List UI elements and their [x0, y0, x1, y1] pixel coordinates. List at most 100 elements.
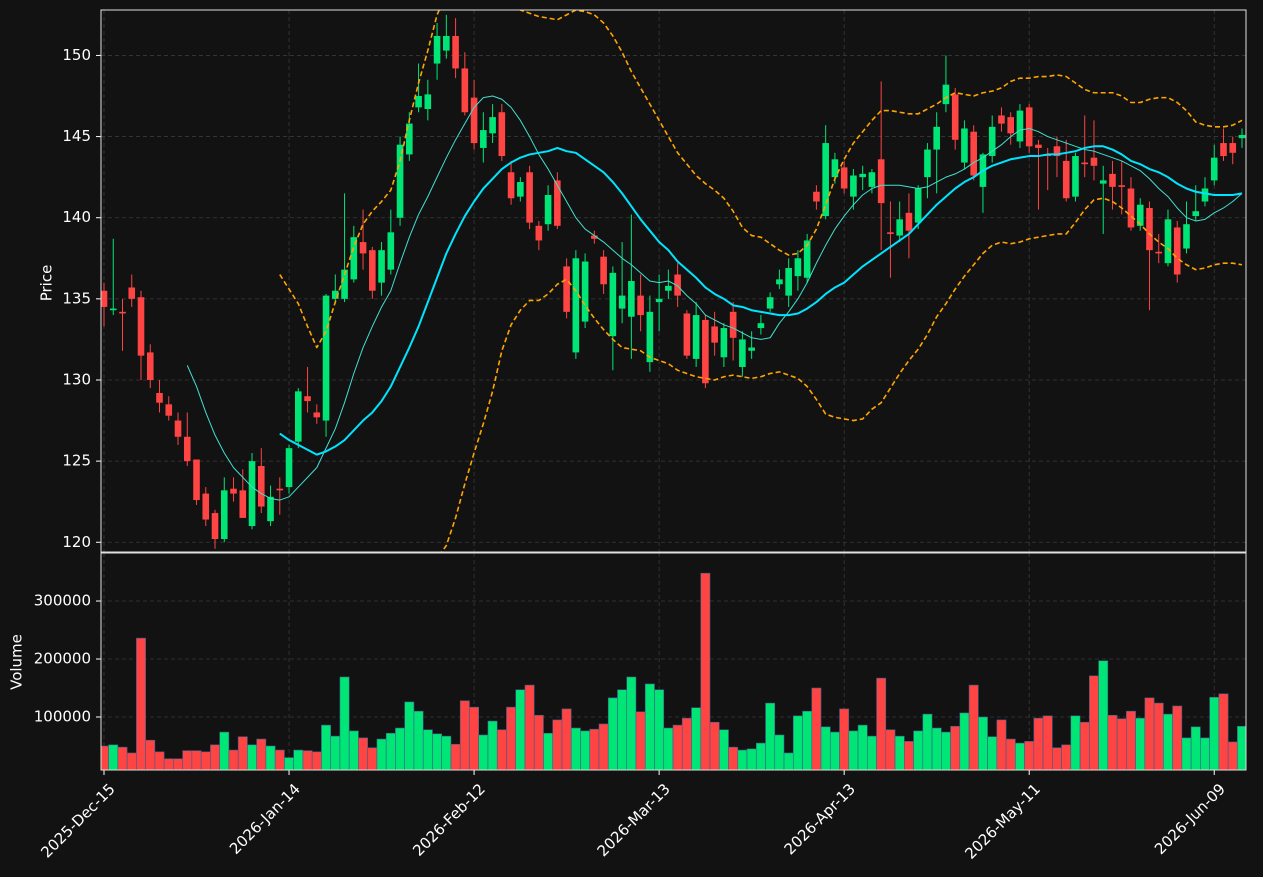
candle-body: [276, 488, 284, 491]
candle-body: [998, 115, 1005, 124]
candle-body: [304, 396, 311, 402]
candle-body: [332, 290, 339, 299]
volume-bar: [422, 729, 433, 770]
candle-body: [618, 295, 626, 309]
candle-body: [174, 420, 182, 437]
candle-body: [877, 159, 885, 204]
candle-body: [924, 149, 931, 178]
candle-body: [230, 488, 237, 494]
volume-bar: [635, 711, 646, 770]
volume-bar: [996, 719, 1007, 770]
volume-bar: [478, 734, 489, 770]
volume-bar: [1079, 721, 1090, 770]
candle-body: [294, 391, 302, 442]
volume-bar: [163, 758, 174, 770]
indicator-line: [279, 145, 1243, 456]
candle-body: [285, 448, 293, 488]
volume-bar: [1237, 725, 1246, 770]
candle-body: [313, 412, 321, 418]
candle-body: [896, 219, 903, 236]
candle-body: [443, 35, 450, 51]
volume-bar: [311, 751, 322, 770]
candle-body: [702, 319, 709, 384]
candle-body: [1025, 107, 1033, 147]
candle-body: [498, 112, 506, 157]
candle-body: [961, 128, 968, 163]
candle-body: [1183, 224, 1190, 249]
candle-body: [461, 68, 469, 113]
volume-bar: [765, 702, 776, 770]
candle-body: [1127, 188, 1135, 228]
candle-body: [211, 513, 219, 540]
volume-bar: [1172, 705, 1183, 770]
candle-body: [1220, 143, 1227, 157]
candle-body: [452, 35, 459, 69]
volume-bar: [256, 738, 267, 770]
volume-bar: [1181, 737, 1192, 770]
candle-body: [267, 496, 274, 522]
y-tick-label: 125: [62, 452, 91, 470]
volume-bar: [1042, 715, 1053, 770]
candle-body: [535, 225, 543, 241]
candle-body: [840, 167, 848, 189]
volume-bar: [672, 724, 683, 770]
candle-body: [1164, 219, 1172, 264]
volume-bar: [469, 706, 480, 770]
volume-bar: [811, 687, 822, 770]
y-tick-label: 200000: [34, 650, 91, 668]
volume-bar: [913, 730, 924, 770]
volume-bar: [866, 735, 877, 770]
volume-bar: [1200, 737, 1210, 770]
volume-bar: [1089, 675, 1099, 770]
indicator-line: [440, 197, 1243, 552]
volume-bar: [709, 721, 720, 770]
candle-body: [517, 182, 524, 197]
volume-bar: [1153, 702, 1164, 770]
candle-body: [887, 232, 894, 234]
volume-bar: [1052, 747, 1062, 770]
candle-body: [341, 269, 348, 299]
volume-bar: [358, 737, 368, 770]
volume-bar: [839, 708, 850, 770]
volume-bar: [1070, 715, 1081, 770]
candle-body: [239, 490, 247, 518]
volume-bar: [922, 713, 933, 770]
indicator-line: [186, 95, 1243, 501]
volume-bar: [210, 744, 220, 770]
volume-bar: [681, 717, 692, 770]
volume-bar: [154, 751, 165, 770]
volume-bar: [219, 731, 230, 770]
volume-bar: [1005, 738, 1016, 770]
volume-bar: [247, 744, 257, 770]
volume-bar: [561, 708, 572, 770]
candle-body: [859, 173, 866, 178]
volume-bar: [543, 732, 554, 770]
volume-bar: [644, 683, 655, 770]
candle-body: [720, 328, 728, 358]
candle-body: [1192, 211, 1200, 217]
candle-body: [729, 311, 737, 338]
candle-body: [813, 191, 820, 202]
candle-body: [572, 258, 580, 353]
volume-bar: [348, 730, 359, 770]
volume-bar: [182, 750, 193, 770]
candle-body: [128, 287, 136, 299]
volume-bar: [237, 736, 248, 770]
volume-bar: [1015, 742, 1025, 770]
volume-bar: [755, 742, 766, 770]
volume-bar: [783, 752, 794, 770]
candle-body: [1201, 188, 1209, 202]
candle-body: [1146, 207, 1153, 251]
candle-body: [1118, 185, 1126, 187]
candle-body: [1109, 173, 1116, 187]
y-tick-label: 120: [62, 533, 91, 551]
volume-bar: [552, 719, 563, 770]
volume-bar: [376, 738, 387, 770]
candle-body: [665, 285, 672, 291]
y-axis-label: Volume: [8, 634, 26, 690]
candle-body: [507, 172, 515, 199]
candle-body: [988, 126, 996, 157]
volume-bar: [459, 700, 470, 770]
candle-body: [193, 459, 200, 501]
volume-bar: [663, 727, 674, 770]
